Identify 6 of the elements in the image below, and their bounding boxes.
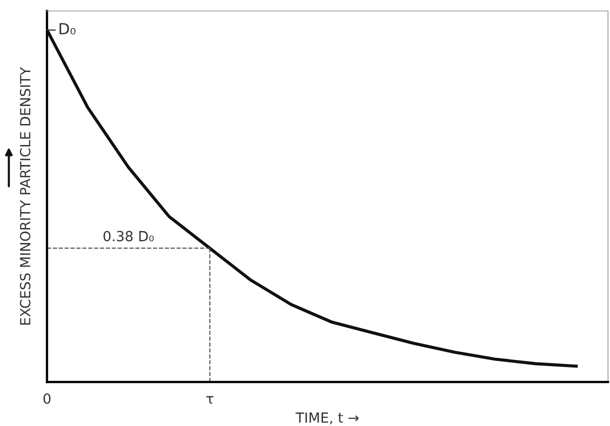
ref-line-label: 0.38 D₀ (104, 230, 154, 242)
annotation: D₀ (60, 23, 76, 34)
x-tick-label: 0 (43, 393, 50, 404)
y-axis-title: EXCESS MINORITY PARTICLE DENSITY (20, 67, 30, 325)
x-tick-label: τ (206, 396, 214, 404)
x-axis-title: TIME, t → (296, 412, 359, 424)
